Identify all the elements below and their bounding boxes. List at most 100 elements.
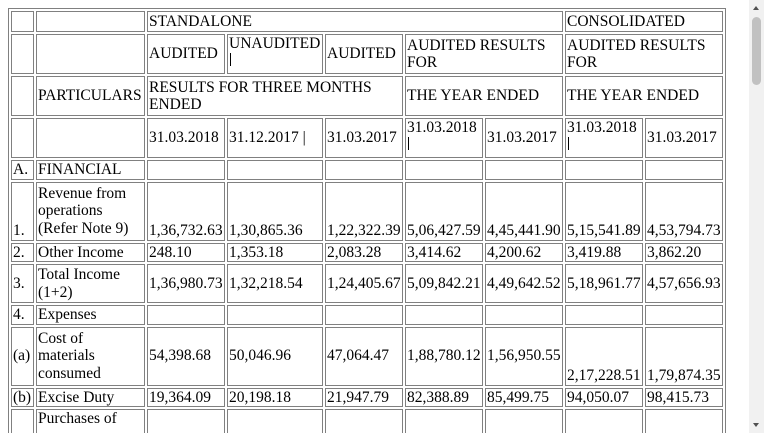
value-cell bbox=[565, 409, 643, 433]
blank-cell bbox=[11, 118, 34, 158]
value-cell: 5,15,541.89 bbox=[565, 181, 643, 241]
value-cell: 4,57,656.93 bbox=[645, 264, 723, 303]
value-cell: 4,53,794.73 bbox=[645, 181, 723, 241]
section-row: 4. Expenses bbox=[11, 305, 723, 325]
value-cell: 3,414.62 bbox=[405, 242, 483, 262]
date-cell: 31.03.2017 bbox=[485, 118, 563, 158]
value-cell: 98,415.73 bbox=[645, 387, 723, 407]
blank-cell bbox=[645, 160, 723, 180]
value-cell bbox=[227, 409, 323, 433]
blank-cell bbox=[11, 76, 34, 116]
date-cell: 31.03.2017 bbox=[645, 118, 723, 158]
header-row-3: PARTICULARS RESULTS FOR THREE MONTHS END… bbox=[11, 76, 723, 116]
value-cell: 1,79,874.35 bbox=[645, 326, 723, 386]
value-cell: 82,388.89 bbox=[405, 387, 483, 407]
year-ended-heading: THE YEAR ENDED bbox=[405, 76, 563, 116]
blank-cell bbox=[11, 11, 34, 32]
scroll-down-arrow-icon[interactable] bbox=[749, 416, 764, 433]
value-cell: 1,22,322.39 bbox=[325, 181, 403, 241]
value-cell: 19,364.09 bbox=[147, 387, 225, 407]
blank-cell bbox=[147, 160, 225, 180]
blank-cell bbox=[11, 34, 34, 74]
blank-cell bbox=[405, 305, 483, 325]
value-cell: 1,24,405.67 bbox=[325, 264, 403, 303]
blank-cell bbox=[36, 11, 145, 32]
blank-cell bbox=[325, 305, 403, 325]
blank-cell bbox=[565, 305, 643, 325]
blank-cell bbox=[36, 118, 145, 158]
table-row: (a) Cost of materials consumed 54,398.68… bbox=[11, 326, 723, 386]
section-title: FINANCIAL bbox=[36, 160, 145, 180]
table-row: 3. Total Income (1+2) 1,36,980.73 1,32,2… bbox=[11, 264, 723, 303]
scroll-up-arrow-icon[interactable] bbox=[749, 0, 764, 17]
audited-heading: AUDITED bbox=[147, 34, 225, 74]
date-cell: 31.03.2018 bbox=[405, 118, 483, 158]
table-row: 2. Other Income 248.10 1,353.18 2,083.28… bbox=[11, 242, 723, 262]
blank-cell bbox=[147, 305, 225, 325]
value-cell: 248.10 bbox=[147, 242, 225, 262]
row-particular: Revenue from operations (Refer Note 9) bbox=[36, 181, 145, 241]
date-cell: 31.03.2017 bbox=[325, 118, 403, 158]
table-row: 1. Revenue from operations (Refer Note 9… bbox=[11, 181, 723, 241]
value-cell: 50,046.96 bbox=[227, 326, 323, 386]
row-particular: Purchases of bbox=[36, 409, 145, 433]
blank-cell bbox=[227, 305, 323, 325]
row-code: A. bbox=[11, 160, 34, 180]
value-cell bbox=[147, 409, 225, 433]
row-code: 4. bbox=[11, 305, 34, 325]
value-cell: 5,18,961.77 bbox=[565, 264, 643, 303]
date-cell: 31.03.2018 bbox=[565, 118, 643, 158]
row-code: (b) bbox=[11, 387, 34, 407]
row-code bbox=[11, 409, 34, 433]
value-cell bbox=[485, 409, 563, 433]
financial-results-table: STANDALONE CONSOLIDATED AUDITED UNAUDITE… bbox=[8, 8, 726, 433]
three-months-heading: RESULTS FOR THREE MONTHS ENDED bbox=[147, 76, 403, 116]
value-cell: 1,56,950.55 bbox=[485, 326, 563, 386]
blank-cell bbox=[565, 160, 643, 180]
audited-results-heading: AUDITED RESULTS FOR bbox=[405, 34, 563, 74]
row-code: (a) bbox=[11, 326, 34, 386]
value-cell: 1,32,218.54 bbox=[227, 264, 323, 303]
consolidated-heading: CONSOLIDATED bbox=[565, 11, 723, 32]
header-row-1: STANDALONE CONSOLIDATED bbox=[11, 11, 723, 32]
year-ended-heading: THE YEAR ENDED bbox=[565, 76, 723, 116]
row-particular: Total Income (1+2) bbox=[36, 264, 145, 303]
blank-cell bbox=[405, 160, 483, 180]
audited-results-heading: AUDITED RESULTS FOR bbox=[565, 34, 723, 74]
value-cell bbox=[325, 409, 403, 433]
vertical-scrollbar[interactable] bbox=[749, 0, 764, 433]
blank-cell bbox=[36, 34, 145, 74]
value-cell: 85,499.75 bbox=[485, 387, 563, 407]
row-particular: Excise Duty bbox=[36, 387, 145, 407]
value-cell: 4,49,642.52 bbox=[485, 264, 563, 303]
value-cell: 54,398.68 bbox=[147, 326, 225, 386]
value-cell: 1,353.18 bbox=[227, 242, 323, 262]
table-row: Purchases of bbox=[11, 409, 723, 433]
table-row: (b) Excise Duty 19,364.09 20,198.18 21,9… bbox=[11, 387, 723, 407]
value-cell: 47,064.47 bbox=[325, 326, 403, 386]
value-cell: 94,050.07 bbox=[565, 387, 643, 407]
section-row: A. FINANCIAL bbox=[11, 160, 723, 180]
value-cell: 20,198.18 bbox=[227, 387, 323, 407]
unaudited-heading: UNAUDITED bbox=[227, 34, 323, 74]
particulars-heading: PARTICULARS bbox=[36, 76, 145, 116]
value-cell: 2,17,228.51 bbox=[565, 326, 643, 386]
value-cell: 2,083.28 bbox=[325, 242, 403, 262]
header-row-2: AUDITED UNAUDITED AUDITED AUDITED RESULT… bbox=[11, 34, 723, 74]
date-cell: 31.03.2018 bbox=[147, 118, 225, 158]
scrollbar-thumb[interactable] bbox=[752, 17, 761, 85]
value-cell: 1,88,780.12 bbox=[405, 326, 483, 386]
value-cell bbox=[405, 409, 483, 433]
standalone-heading: STANDALONE bbox=[147, 11, 563, 32]
value-cell: 21,947.79 bbox=[325, 387, 403, 407]
blank-cell bbox=[645, 305, 723, 325]
value-cell: 1,30,865.36 bbox=[227, 181, 323, 241]
value-cell: 4,45,441.90 bbox=[485, 181, 563, 241]
audited-heading: AUDITED bbox=[325, 34, 403, 74]
blank-cell bbox=[325, 160, 403, 180]
blank-cell bbox=[485, 160, 563, 180]
value-cell: 4,200.62 bbox=[485, 242, 563, 262]
blank-cell bbox=[227, 160, 323, 180]
value-cell: 5,09,842.21 bbox=[405, 264, 483, 303]
